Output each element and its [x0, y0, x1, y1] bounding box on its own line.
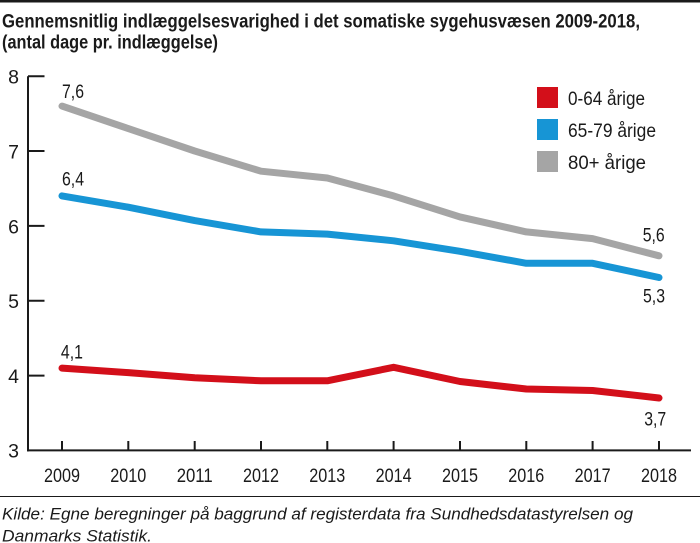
svg-text:4: 4 [8, 366, 19, 388]
svg-text:3,7: 3,7 [644, 409, 666, 431]
svg-text:5,6: 5,6 [643, 224, 665, 246]
svg-text:Danmarks Statistik.: Danmarks Statistik. [2, 527, 152, 543]
svg-text:3: 3 [8, 440, 19, 462]
svg-text:4,1: 4,1 [61, 342, 83, 364]
svg-text:6: 6 [8, 216, 19, 238]
svg-text:2016: 2016 [508, 465, 544, 487]
svg-text:2018: 2018 [641, 465, 677, 487]
svg-text:8: 8 [8, 67, 19, 89]
svg-text:(antal dage pr. indlæggelse): (antal dage pr. indlæggelse) [2, 32, 218, 54]
svg-text:5,3: 5,3 [643, 286, 665, 308]
svg-text:6,4: 6,4 [62, 169, 84, 191]
svg-text:5: 5 [8, 291, 19, 313]
svg-text:2011: 2011 [177, 465, 213, 487]
svg-text:Gennemsnitlig indlæggelsesvari: Gennemsnitlig indlæggelsesvarighed i det… [2, 11, 640, 33]
svg-text:2009: 2009 [44, 465, 80, 487]
svg-text:Kilde: Egne beregninger på bag: Kilde: Egne beregninger på baggrund af r… [2, 506, 634, 524]
svg-text:2017: 2017 [575, 465, 611, 487]
svg-text:2013: 2013 [309, 465, 345, 487]
svg-text:2015: 2015 [442, 465, 478, 487]
svg-text:65-79 årige: 65-79 årige [568, 120, 656, 142]
svg-text:7: 7 [8, 142, 19, 164]
svg-text:7,6: 7,6 [62, 81, 84, 103]
svg-text:2012: 2012 [243, 465, 279, 487]
svg-text:80+ årige: 80+ årige [568, 152, 646, 174]
svg-text:0-64 årige: 0-64 årige [568, 88, 645, 110]
svg-text:2014: 2014 [376, 465, 412, 487]
svg-text:2010: 2010 [110, 465, 146, 487]
